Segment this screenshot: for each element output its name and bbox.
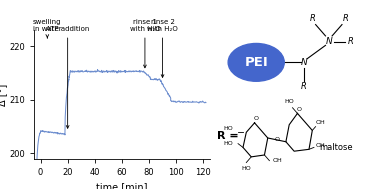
Text: R: R — [309, 14, 315, 23]
Text: HO: HO — [242, 166, 251, 171]
Text: O: O — [254, 116, 259, 121]
Text: rinse 1
with H₂O: rinse 1 with H₂O — [129, 19, 160, 68]
Text: R: R — [301, 82, 307, 91]
Text: rinse 2
with H₂O: rinse 2 with H₂O — [147, 19, 178, 77]
Text: OH: OH — [316, 143, 326, 148]
X-axis label: time [min]: time [min] — [96, 182, 148, 189]
Text: R: R — [342, 14, 348, 23]
Text: N: N — [301, 58, 307, 67]
Text: PEI: PEI — [244, 56, 268, 69]
Y-axis label: Δ [°]: Δ [°] — [0, 83, 8, 106]
Text: maltose: maltose — [319, 143, 352, 152]
Text: O: O — [274, 137, 279, 142]
Text: O: O — [297, 107, 302, 112]
Text: R =: R = — [217, 131, 238, 141]
Text: swelling
in water: swelling in water — [33, 19, 62, 38]
Ellipse shape — [228, 43, 284, 81]
Text: ATP addition: ATP addition — [46, 26, 89, 128]
Text: HO: HO — [284, 99, 294, 104]
Text: R: R — [347, 37, 353, 46]
Text: OH: OH — [273, 158, 282, 163]
Text: HO: HO — [224, 141, 233, 146]
Text: OH: OH — [316, 120, 326, 125]
Text: N: N — [326, 37, 332, 46]
Text: HO: HO — [224, 126, 233, 131]
